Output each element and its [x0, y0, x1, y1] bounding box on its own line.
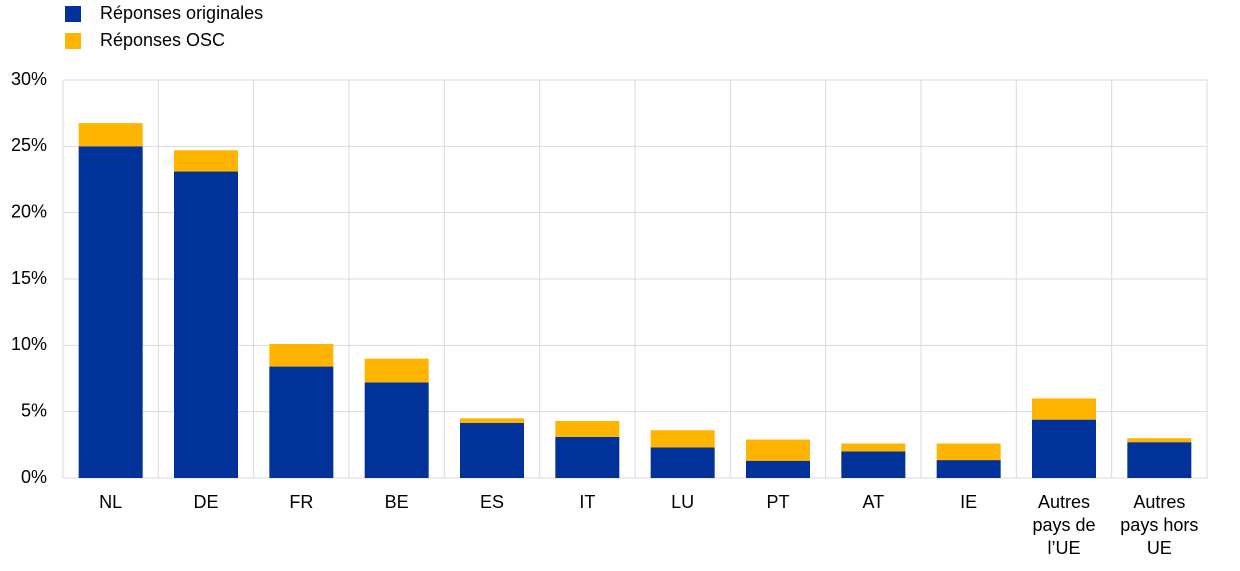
- y-tick-label: 0%: [21, 467, 47, 487]
- bar: [650, 447, 715, 478]
- bar: [746, 460, 810, 478]
- bar: [650, 430, 715, 448]
- x-tick-label: PT: [766, 492, 790, 512]
- bar: [78, 146, 143, 479]
- bar: [1127, 438, 1192, 443]
- x-tick-label: Autres pays hors UE: [1120, 492, 1199, 558]
- legend-label: Réponses originales: [100, 3, 263, 23]
- bar: [1127, 442, 1192, 478]
- y-tick-label: 15%: [11, 268, 47, 288]
- bar: [555, 436, 620, 478]
- x-tick-label: FR: [289, 492, 314, 512]
- legend-label: Réponses OSC: [100, 30, 225, 50]
- legend-swatch: [65, 6, 81, 22]
- y-tick-label: 25%: [11, 135, 47, 155]
- y-tick-label: 10%: [11, 334, 47, 354]
- bar: [174, 150, 238, 172]
- y-tick-label: 20%: [11, 201, 47, 221]
- legend-swatch: [65, 33, 81, 49]
- bar: [269, 366, 334, 478]
- bar: [841, 451, 906, 478]
- x-tick-label: AT: [862, 492, 885, 512]
- bar: [269, 344, 334, 367]
- x-tick-label: IT: [579, 492, 596, 512]
- x-tick-label: ES: [479, 492, 504, 512]
- bar: [841, 443, 906, 452]
- bar: [746, 439, 810, 461]
- x-tick-label: IE: [960, 492, 978, 512]
- y-tick-label: 30%: [11, 69, 47, 89]
- x-tick-label: DE: [193, 492, 219, 512]
- x-tick-label: NL: [99, 492, 123, 512]
- bar: [364, 358, 429, 383]
- bar: [936, 460, 1001, 478]
- x-tick-label: BE: [384, 492, 409, 512]
- bar: [1032, 419, 1096, 478]
- x-tick-label: Autres pays de l’UE: [1032, 492, 1096, 558]
- bar: [174, 171, 238, 479]
- bar: [1032, 398, 1096, 420]
- bar: [936, 443, 1001, 461]
- bar: [364, 382, 429, 478]
- bar: [555, 420, 620, 437]
- bar: [460, 422, 524, 478]
- x-tick-label: LU: [671, 492, 695, 512]
- bar: [460, 418, 524, 423]
- bar: [78, 123, 143, 147]
- y-tick-label: 5%: [21, 400, 47, 420]
